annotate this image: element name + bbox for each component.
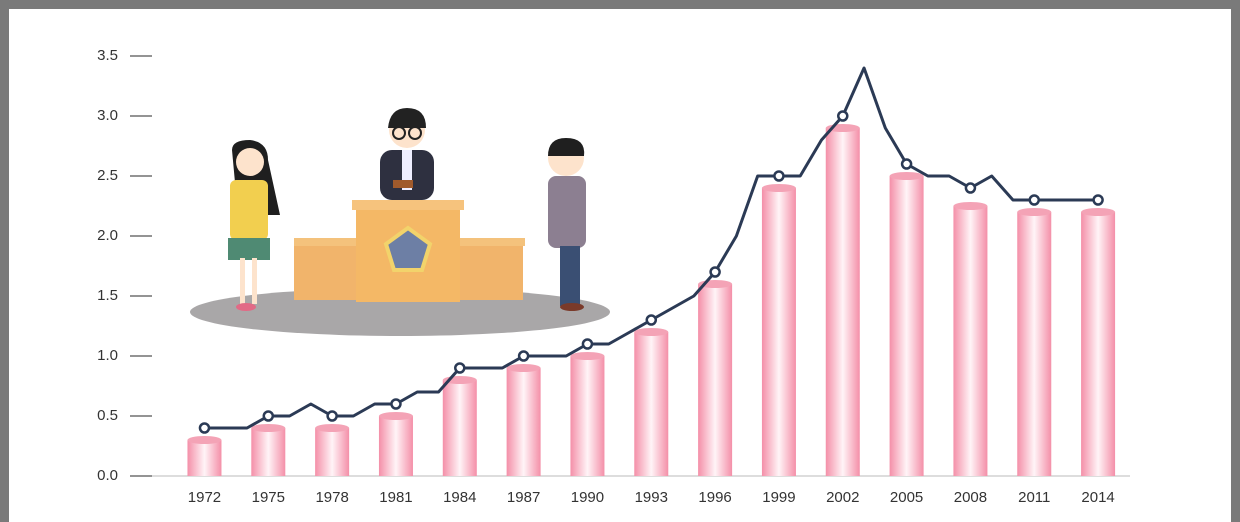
page: {"chart_data": { "type": "combo", "xlim"… (0, 0, 1240, 522)
x-tick-label: 1996 (698, 489, 731, 506)
bar (634, 332, 668, 476)
line-marker (455, 364, 464, 373)
y-tick-label: 0.0 (97, 467, 118, 484)
bar (953, 206, 987, 476)
line-marker (902, 160, 911, 169)
y-tick-label: 1.0 (97, 347, 118, 364)
line-marker (200, 424, 209, 433)
line-marker (391, 400, 400, 409)
background (0, 0, 1240, 522)
bar-cap (187, 436, 221, 444)
bar (443, 380, 477, 476)
bar (1017, 212, 1051, 476)
line-marker (966, 184, 975, 193)
bar-cap (315, 424, 349, 432)
bar (762, 188, 796, 476)
bar-cap (570, 352, 604, 360)
bar-cap (379, 412, 413, 420)
line-marker (1094, 196, 1103, 205)
x-tick-label: 1978 (315, 489, 348, 506)
x-tick-label: 1981 (379, 489, 412, 506)
y-tick-label: 2.5 (97, 167, 118, 184)
bar-cap (953, 202, 987, 210)
bar (251, 428, 285, 476)
y-tick-label: 1.5 (97, 287, 118, 304)
line-marker (583, 340, 592, 349)
bar-cap (1017, 208, 1051, 216)
x-tick-label: 2005 (890, 489, 923, 506)
bar-cap (634, 328, 668, 336)
bar-cap (762, 184, 796, 192)
x-tick-label: 2002 (826, 489, 859, 506)
x-tick-label: 1999 (762, 489, 795, 506)
bar (315, 428, 349, 476)
line-marker (774, 172, 783, 181)
y-tick-label: 3.5 (97, 47, 118, 64)
x-tick-label: 1993 (635, 489, 668, 506)
line-marker (1030, 196, 1039, 205)
y-tick-label: 3.0 (97, 107, 118, 124)
chart: 0.0 0.5 1.0 1.5 2.0 2.5 3.0 3.5 1972 1975 1978 1981… (0, 0, 1240, 522)
bar-cap (251, 424, 285, 432)
bar (890, 176, 924, 476)
bar (187, 440, 221, 476)
bar-cap (890, 172, 924, 180)
x-tick-label: 1975 (252, 489, 285, 506)
bar (570, 356, 604, 476)
x-tick-label: 2014 (1081, 489, 1114, 506)
bar-cap (1081, 208, 1115, 216)
line-marker (519, 352, 528, 361)
y-tick-label: 0.5 (97, 407, 118, 424)
bar (826, 128, 860, 476)
x-tick-label: 1984 (443, 489, 476, 506)
x-tick-label: 1990 (571, 489, 604, 506)
bar (1081, 212, 1115, 476)
frame-left (0, 0, 9, 522)
line-marker (838, 112, 847, 121)
x-tick-label: 1987 (507, 489, 540, 506)
line-marker (711, 268, 720, 277)
x-tick-label: 2008 (954, 489, 987, 506)
frame-right (1231, 0, 1240, 522)
x-tick-label: 2011 (1018, 489, 1050, 506)
line-marker (264, 412, 273, 421)
frame-top (0, 0, 1240, 9)
x-tick-label: 1972 (188, 489, 221, 506)
bar-cap (507, 364, 541, 372)
y-tick-label: 2.0 (97, 227, 118, 244)
line-marker (647, 316, 656, 325)
bar (698, 284, 732, 476)
line-marker (328, 412, 337, 421)
bar (507, 368, 541, 476)
bar (379, 416, 413, 476)
